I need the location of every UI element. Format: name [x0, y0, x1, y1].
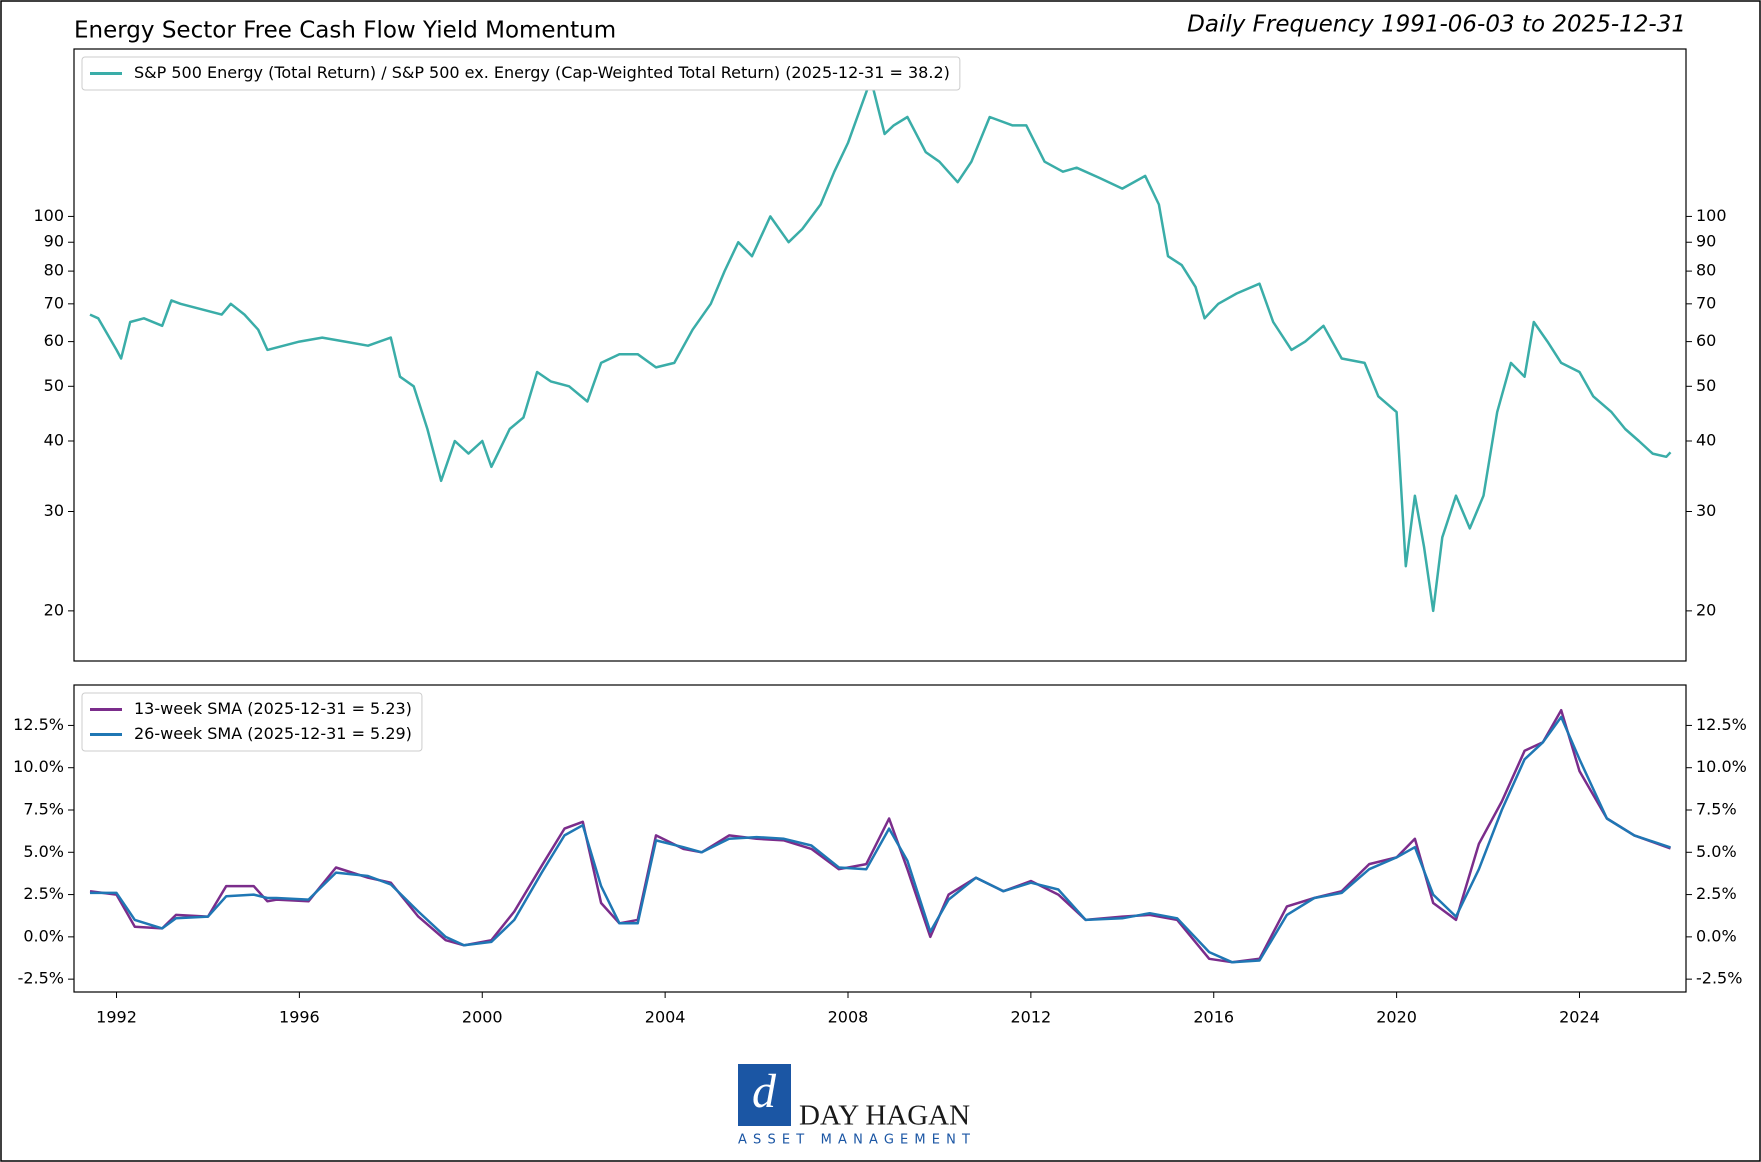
chart-title: Energy Sector Free Cash Flow Yield Momen…: [74, 18, 616, 44]
y-tick-label: 70: [44, 293, 64, 312]
y-tick-label: 100: [33, 206, 64, 225]
y-tick-label-right: 50: [1696, 376, 1716, 395]
legend-label: 13-week SMA (2025-12-31 = 5.23): [134, 699, 412, 718]
plot-area: [73, 48, 1687, 662]
series-line: [89, 708, 1671, 964]
y-tick-label: 30: [44, 501, 64, 520]
y-tick-label: 0.0%: [23, 926, 64, 945]
y-tick-label-right: 70: [1696, 293, 1716, 312]
x-tick-label: 2004: [645, 1008, 686, 1027]
series-line: [89, 78, 1672, 613]
y-tick-label-right: 10.0%: [1696, 757, 1747, 776]
y-tick-label: -2.5%: [18, 969, 64, 988]
legend-label: 26-week SMA (2025-12-31 = 5.29): [134, 724, 412, 743]
y-tick-label-right: 2.5%: [1696, 884, 1737, 903]
y-tick-label-right: 7.5%: [1696, 799, 1737, 818]
y-tick-label: 50: [44, 376, 64, 395]
y-tick-label: 2.5%: [23, 884, 64, 903]
logo-mark: [738, 1064, 791, 1126]
y-tick-label: 20: [44, 600, 64, 619]
y-tick-label: 5.0%: [23, 842, 64, 861]
x-tick-label: 2000: [462, 1008, 503, 1027]
x-tick-label: 1996: [279, 1008, 320, 1027]
y-tick-label-right: 90: [1696, 232, 1716, 251]
legend-label: S&P 500 Energy (Total Return) / S&P 500 …: [134, 63, 950, 82]
y-tick-label-right: 40: [1696, 430, 1716, 449]
y-tick-label-right: -2.5%: [1696, 969, 1742, 988]
y-tick-label-right: 20: [1696, 600, 1716, 619]
x-tick-label: 2008: [828, 1008, 869, 1027]
x-tick-label: 2016: [1193, 1008, 1234, 1027]
y-tick-label-right: 5.0%: [1696, 842, 1737, 861]
x-tick-label: 2020: [1376, 1008, 1417, 1027]
chart-subtitle: Daily Frequency 1991-06-03 to 2025-12-31: [1187, 12, 1686, 38]
logo-name: DAY HAGAN: [799, 1100, 970, 1132]
y-tick-label: 90: [44, 232, 64, 251]
y-tick-label-right: 0.0%: [1696, 926, 1737, 945]
x-tick-label: 1992: [96, 1008, 137, 1027]
y-tick-label: 60: [44, 331, 64, 350]
y-tick-label: 40: [44, 430, 64, 449]
y-tick-label: 7.5%: [23, 799, 64, 818]
plot-area: [73, 684, 1687, 993]
x-tick-label: 2012: [1011, 1008, 1052, 1027]
legend-box: [81, 692, 423, 752]
y-tick-label: 12.5%: [13, 715, 64, 734]
logo-tagline: ASSET MANAGEMENT: [738, 1133, 970, 1148]
legend-box: [81, 56, 961, 91]
x-tick-label: 2024: [1559, 1008, 1600, 1027]
y-tick-label-right: 100: [1696, 206, 1727, 225]
y-tick-label: 80: [44, 261, 64, 280]
y-tick-label-right: 12.5%: [1696, 715, 1747, 734]
series-line: [90, 715, 1671, 964]
y-tick-label-right: 30: [1696, 501, 1716, 520]
y-tick-label-right: 60: [1696, 331, 1716, 350]
y-tick-label: 10.0%: [13, 757, 64, 776]
y-tick-label-right: 80: [1696, 261, 1716, 280]
logo-glyph: d: [752, 1065, 777, 1118]
